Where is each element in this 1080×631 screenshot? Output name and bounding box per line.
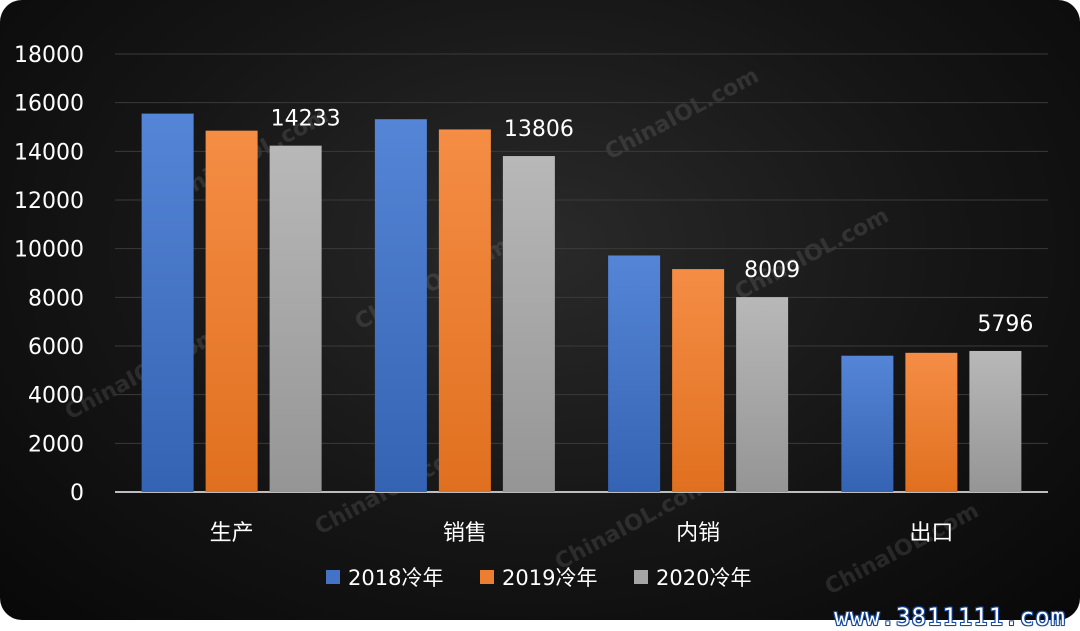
watermark-text: ChinaIOL.com (731, 203, 893, 305)
data-label: 13806 (504, 117, 574, 142)
bar-1-3 (608, 255, 661, 492)
footer-url: www.3811111.com (834, 603, 1066, 631)
legend-label: 2019冷年 (502, 566, 597, 590)
bar-3-2 (502, 156, 555, 492)
x-category-label: 内销 (676, 521, 720, 546)
data-label: 8009 (744, 258, 800, 283)
bar-1-4 (841, 355, 894, 492)
y-tick-label: 10000 (14, 238, 84, 263)
bar-1-2 (374, 119, 427, 493)
x-axis: 生产 销售 内销 出口 (210, 521, 954, 546)
bar-2-2 (438, 129, 491, 492)
legend-label: 2020冷年 (656, 566, 751, 590)
x-category-label: 生产 (210, 521, 254, 546)
bars (141, 113, 1022, 493)
y-tick-label: 18000 (14, 43, 84, 68)
bar-2-3 (672, 269, 725, 492)
y-axis: 0 2000 4000 6000 8000 10000 12000 14000 16000 180… (14, 43, 84, 506)
legend-swatch (326, 570, 340, 584)
legend-swatch (480, 570, 494, 584)
watermark-text: ChinaIOL.com (821, 498, 983, 600)
y-tick-label: 14000 (14, 140, 84, 165)
data-label: 14233 (271, 107, 341, 132)
y-tick-label: 4000 (28, 384, 84, 409)
data-labels: 14233 13806 8009 5796 (271, 107, 1034, 337)
x-category-label: 出口 (909, 521, 953, 546)
legend: 2018冷年 2019冷年 2020冷年 (326, 566, 751, 590)
bar-3-4 (969, 350, 1022, 492)
legend-swatch (634, 570, 648, 584)
data-label: 5796 (977, 312, 1033, 337)
bar-2-4 (905, 352, 958, 492)
y-tick-label: 0 (70, 481, 84, 506)
watermark-text: ChinaIOL.com (601, 63, 763, 165)
y-tick-label: 2000 (28, 432, 84, 457)
bar-1-1 (141, 113, 194, 492)
legend-label: 2018冷年 (348, 566, 443, 590)
bar-3-1 (269, 145, 322, 492)
y-tick-label: 6000 (28, 335, 84, 360)
y-tick-label: 16000 (14, 92, 84, 117)
bar-2-1 (205, 130, 258, 492)
y-tick-label: 8000 (28, 286, 84, 311)
x-category-label: 销售 (443, 521, 487, 546)
y-tick-label: 12000 (14, 189, 84, 214)
bar-3-3 (736, 297, 789, 492)
